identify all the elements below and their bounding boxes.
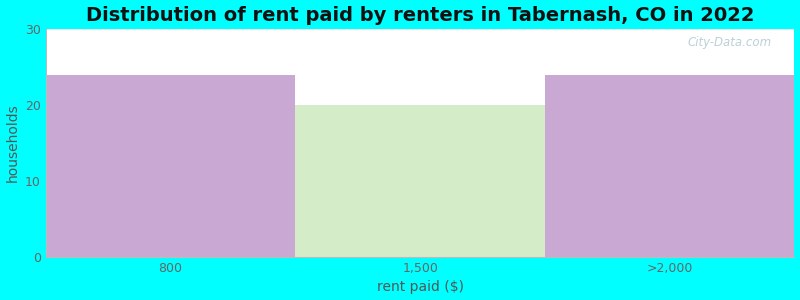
Text: City-Data.com: City-Data.com xyxy=(688,36,772,49)
Bar xyxy=(295,105,545,257)
Bar xyxy=(545,74,794,257)
X-axis label: rent paid ($): rent paid ($) xyxy=(377,280,464,294)
Title: Distribution of rent paid by renters in Tabernash, CO in 2022: Distribution of rent paid by renters in … xyxy=(86,6,754,25)
Bar xyxy=(46,74,295,257)
Y-axis label: households: households xyxy=(6,103,19,182)
